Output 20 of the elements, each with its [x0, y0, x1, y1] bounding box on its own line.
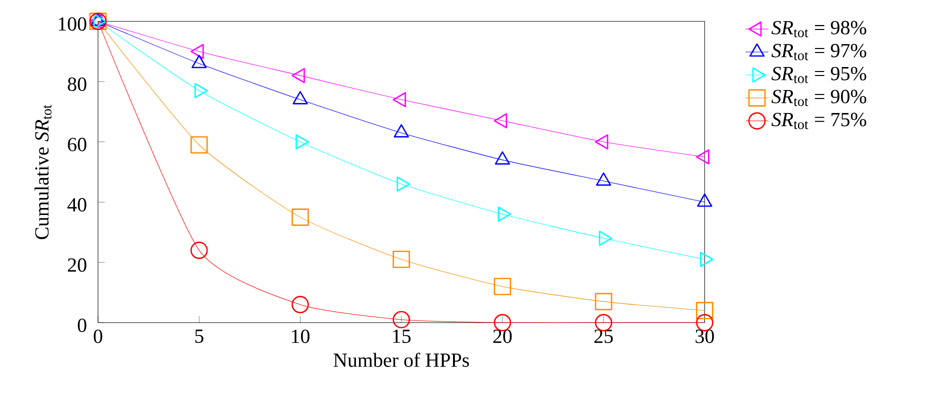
y-tick-label: 60 [68, 138, 86, 152]
y-tick-label: 80 [68, 78, 86, 92]
x-axis-title: Number of HPPs [334, 352, 469, 368]
legend-label: SR$_{tot}$ = 97% [772, 44, 866, 60]
x-tick-label: 10 [292, 330, 310, 344]
x-tick-label: 30 [696, 330, 714, 344]
legend-label: SR$_{tot}$ = 75% [772, 112, 866, 130]
legend-label: SR$_{tot}$ = 90% [772, 90, 866, 106]
x-tick-label: 0 [94, 330, 102, 344]
y-tick-label: 0 [78, 318, 86, 332]
y-tick-label: 20 [68, 258, 86, 272]
x-tick-label: 15 [393, 330, 411, 344]
x-tick-label: 20 [493, 330, 512, 344]
legend-label: SR$_{tot}$ = 98% [772, 21, 866, 38]
x-tick-label: 5 [195, 330, 204, 344]
y-axis-title: Cumulative SR$_{tot}$ [34, 104, 52, 240]
y-tick-label: 40 [67, 198, 86, 212]
x-tick-label: 25 [594, 330, 613, 344]
y-tick-label: 100 [58, 17, 86, 31]
legend-label: SR$_{tot}$ = 95% [772, 67, 866, 84]
